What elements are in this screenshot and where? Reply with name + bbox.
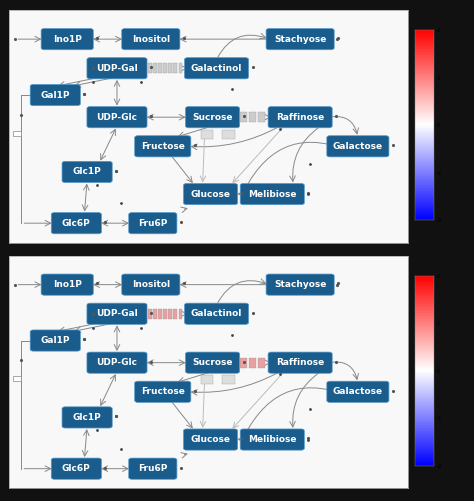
Text: Melibiose: Melibiose	[248, 189, 297, 198]
Bar	[13, 376, 21, 381]
Text: Glc6P: Glc6P	[62, 464, 91, 473]
FancyBboxPatch shape	[87, 58, 147, 79]
FancyBboxPatch shape	[185, 352, 240, 373]
FancyBboxPatch shape	[87, 107, 147, 128]
Text: Stachyose: Stachyose	[274, 35, 326, 44]
Text: UDP-Gal: UDP-Gal	[96, 64, 138, 73]
Bar	[258, 112, 265, 122]
Text: Glc1P: Glc1P	[73, 413, 101, 422]
FancyBboxPatch shape	[41, 29, 93, 50]
FancyBboxPatch shape	[183, 429, 237, 450]
Text: UDP-Glc: UDP-Glc	[97, 358, 137, 367]
Bar	[13, 131, 21, 136]
Text: Gal1P: Gal1P	[40, 336, 70, 345]
Text: Glucose: Glucose	[191, 189, 230, 198]
FancyBboxPatch shape	[135, 381, 191, 402]
Bar	[168, 309, 172, 319]
Bar	[158, 309, 162, 319]
Text: Fructose: Fructose	[141, 387, 185, 396]
FancyBboxPatch shape	[41, 274, 93, 295]
Text: Ino1P: Ino1P	[53, 35, 82, 44]
Text: Raffinose: Raffinose	[276, 113, 324, 122]
Text: Inositol: Inositol	[132, 280, 170, 289]
FancyBboxPatch shape	[240, 429, 304, 450]
FancyBboxPatch shape	[129, 212, 177, 234]
FancyBboxPatch shape	[268, 352, 332, 373]
Text: Melibiose: Melibiose	[248, 435, 297, 444]
Text: UDP-Gal: UDP-Gal	[96, 309, 138, 318]
FancyBboxPatch shape	[30, 85, 81, 106]
Bar	[173, 63, 177, 73]
Bar	[148, 309, 152, 319]
Text: Galactinol: Galactinol	[191, 309, 242, 318]
Text: Ino1P: Ino1P	[53, 280, 82, 289]
FancyBboxPatch shape	[87, 352, 147, 373]
FancyBboxPatch shape	[268, 107, 332, 128]
Text: Glucose: Glucose	[191, 435, 230, 444]
Text: Inositol: Inositol	[132, 35, 170, 44]
FancyBboxPatch shape	[122, 29, 180, 50]
Bar	[258, 358, 265, 368]
FancyBboxPatch shape	[129, 458, 177, 479]
FancyBboxPatch shape	[266, 29, 334, 50]
Text: Sucrose: Sucrose	[192, 113, 233, 122]
Bar	[163, 63, 167, 73]
Text: UDP-Glc: UDP-Glc	[97, 113, 137, 122]
Text: Stachyose: Stachyose	[274, 280, 326, 289]
Text: Glc1P: Glc1P	[73, 167, 101, 176]
Text: Fru6P: Fru6P	[138, 218, 167, 227]
Bar	[153, 309, 157, 319]
FancyBboxPatch shape	[266, 274, 334, 295]
Text: Galactose: Galactose	[333, 387, 383, 396]
Bar	[148, 63, 152, 73]
Bar	[249, 358, 256, 368]
FancyBboxPatch shape	[30, 330, 81, 351]
Bar	[240, 112, 247, 122]
Text: Fructose: Fructose	[141, 142, 185, 151]
FancyBboxPatch shape	[185, 107, 240, 128]
FancyBboxPatch shape	[183, 183, 237, 205]
Bar	[240, 358, 247, 368]
Bar	[249, 112, 256, 122]
Text: Raffinose: Raffinose	[276, 358, 324, 367]
Bar	[168, 63, 172, 73]
Bar	[158, 63, 162, 73]
Text: Fru6P: Fru6P	[138, 464, 167, 473]
FancyBboxPatch shape	[51, 212, 101, 234]
Bar	[179, 63, 182, 73]
Bar	[179, 309, 182, 319]
FancyBboxPatch shape	[184, 58, 248, 79]
FancyBboxPatch shape	[327, 136, 389, 157]
Bar	[222, 375, 235, 384]
Text: Gal1P: Gal1P	[40, 91, 70, 100]
Text: Glc6P: Glc6P	[62, 218, 91, 227]
FancyBboxPatch shape	[122, 274, 180, 295]
Bar	[201, 375, 213, 384]
FancyBboxPatch shape	[62, 407, 112, 428]
FancyBboxPatch shape	[62, 161, 112, 182]
Bar	[163, 309, 167, 319]
FancyBboxPatch shape	[87, 303, 147, 324]
FancyBboxPatch shape	[51, 458, 101, 479]
Text: Galactinol: Galactinol	[191, 64, 242, 73]
FancyBboxPatch shape	[135, 136, 191, 157]
Bar	[201, 130, 213, 139]
FancyBboxPatch shape	[240, 183, 304, 205]
Bar	[222, 130, 235, 139]
FancyBboxPatch shape	[184, 303, 248, 324]
FancyBboxPatch shape	[327, 381, 389, 402]
Bar	[153, 63, 157, 73]
Bar	[173, 309, 177, 319]
Text: Sucrose: Sucrose	[192, 358, 233, 367]
Text: Galactose: Galactose	[333, 142, 383, 151]
